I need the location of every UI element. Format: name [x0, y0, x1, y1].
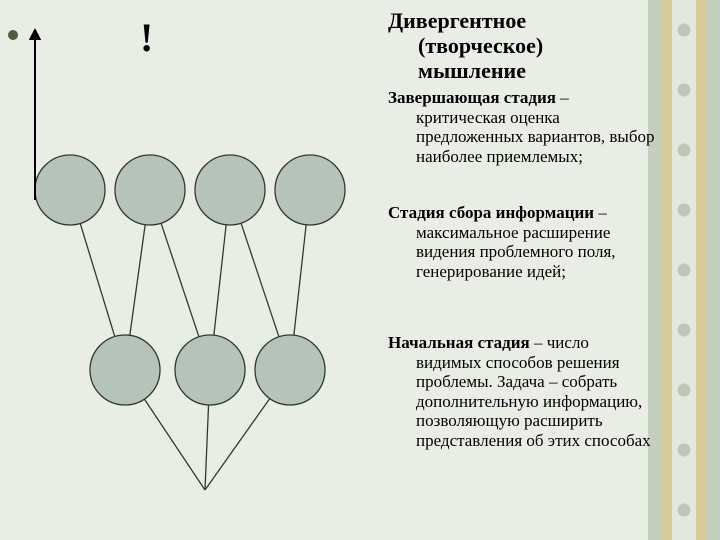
arrow-head-icon — [29, 28, 42, 40]
divergent-diagram — [0, 0, 720, 540]
diagram-edge — [161, 223, 199, 337]
diagram-node — [175, 335, 245, 405]
diagram-edge — [205, 405, 209, 490]
diagram-edge — [294, 225, 306, 335]
diagram-node — [90, 335, 160, 405]
diagram-node — [35, 155, 105, 225]
diagram-edge — [214, 225, 226, 335]
diagram-edge — [130, 225, 145, 336]
diagram-edge — [205, 399, 270, 490]
diagram-node — [115, 155, 185, 225]
diagram-node — [275, 155, 345, 225]
diagram-edge — [80, 223, 115, 336]
diagram-edge — [144, 399, 205, 490]
diagram-node — [195, 155, 265, 225]
diagram-edge — [241, 223, 279, 337]
diagram-node — [255, 335, 325, 405]
